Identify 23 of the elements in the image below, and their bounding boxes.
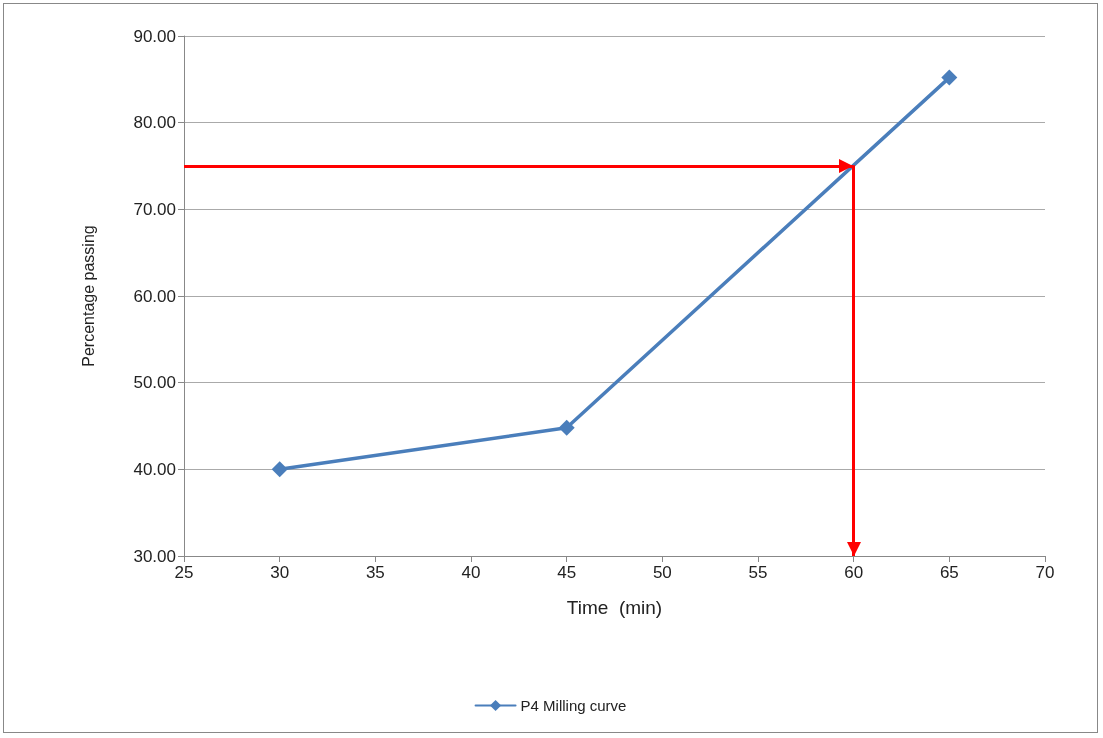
point — [941, 69, 958, 86]
y-tick-label: 60.00 — [133, 286, 176, 306]
x-tick-label: 45 — [557, 563, 577, 582]
y-tick-label: 40.00 — [133, 459, 176, 479]
x-tick-label: 35 — [365, 563, 385, 582]
x-tick-label: 70 — [1035, 563, 1055, 582]
y-tick-label: 80.00 — [133, 113, 176, 133]
x-tick-label: 50 — [652, 563, 672, 582]
y-tick-label: 50.00 — [133, 373, 176, 393]
x-tick-label: 55 — [748, 563, 768, 582]
x-tick-label: 65 — [939, 563, 959, 582]
y-axis-title: Percentage passing — [79, 225, 97, 367]
point — [558, 419, 575, 436]
legend-label: P4 Milling curve — [520, 697, 627, 714]
x-axis-title: Time (min) — [566, 597, 663, 618]
x-tick-label: 60 — [844, 563, 864, 582]
x-tick-label: 30 — [270, 563, 290, 582]
x-tick-label: 40 — [461, 563, 481, 582]
point — [271, 461, 288, 478]
y-tick-label: 90.00 — [133, 26, 176, 46]
y-tick-label: 70.00 — [133, 199, 176, 219]
x-tick-label: 25 — [174, 563, 194, 582]
y-tick-label: 30.00 — [133, 546, 176, 566]
